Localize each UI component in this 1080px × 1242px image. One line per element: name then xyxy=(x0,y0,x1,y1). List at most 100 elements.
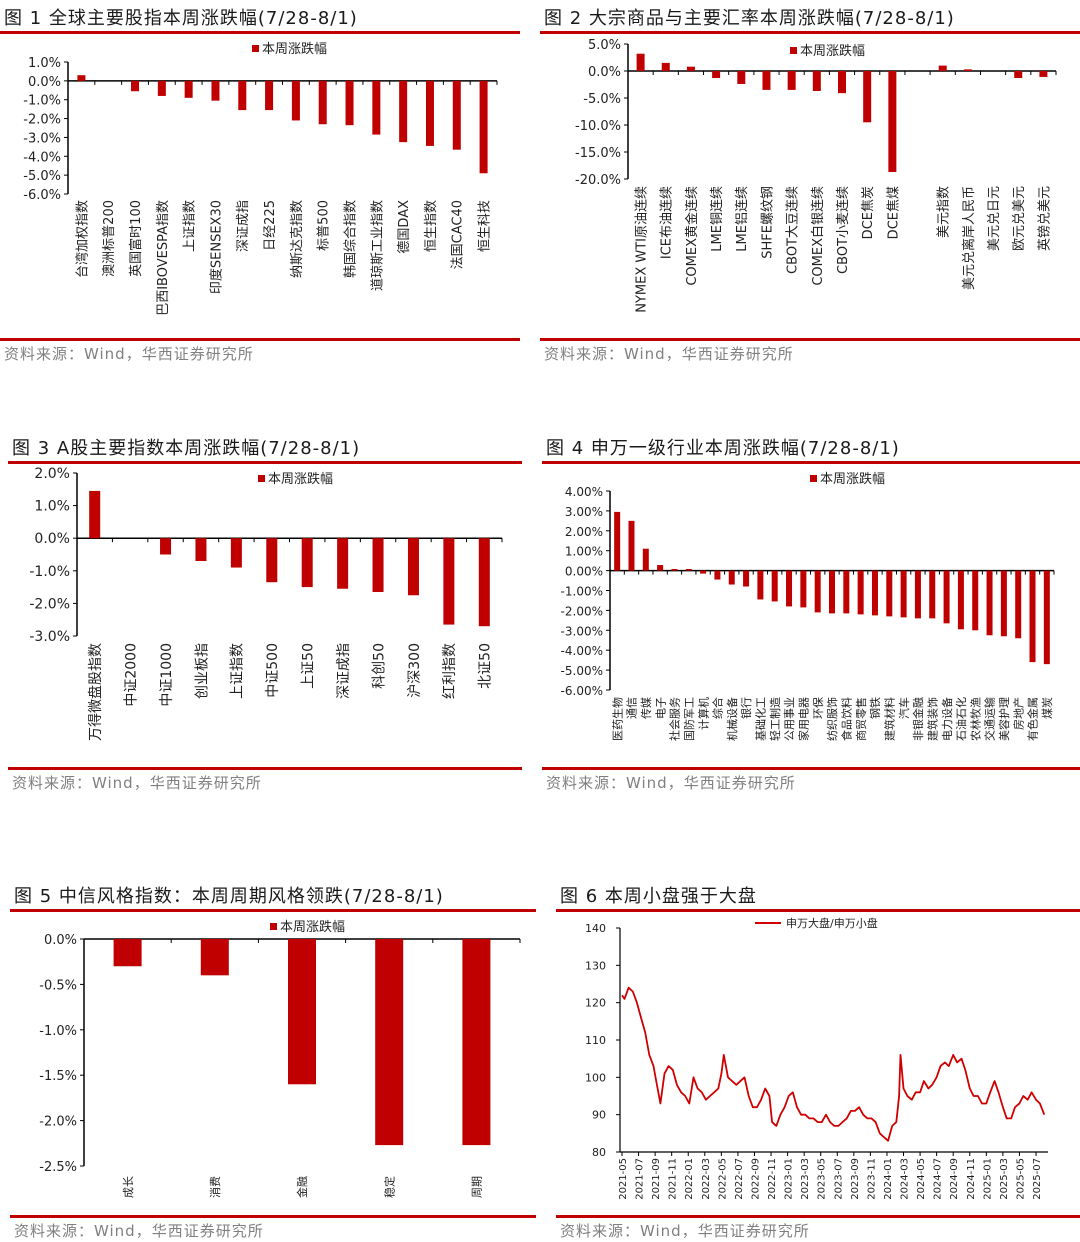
category-label: 中证500 xyxy=(265,643,281,698)
bar xyxy=(266,538,278,583)
x-tick-label: 2021-09 xyxy=(651,1158,662,1200)
y-tick-label: -1.0% xyxy=(23,94,61,109)
y-tick-label: -6.0% xyxy=(23,188,61,203)
category-label: 英镑兑美元 xyxy=(1036,186,1052,251)
category-label: 周期 xyxy=(471,1176,484,1198)
x-tick-label: 2023-07 xyxy=(833,1158,844,1200)
x-tick-label: 2023-09 xyxy=(850,1158,861,1200)
bar xyxy=(425,80,434,146)
category-label: 法国CAC40 xyxy=(451,200,466,269)
bar-chart-1: 1.0% 0.0% -1.0% -2.0% -3.0% -4.0% -5.0% -6.0% 台湾… xyxy=(23,41,498,316)
legend-label: 本周涨跌幅 xyxy=(800,43,865,59)
legend-swatch xyxy=(810,475,817,482)
bar xyxy=(714,570,721,580)
x-tick-label: 2022-01 xyxy=(684,1158,695,1200)
source-rule xyxy=(540,338,1080,341)
chart-source: 资料来源：Wind，华西证券研究所 xyxy=(14,1222,264,1240)
title-rule xyxy=(540,31,1080,34)
category-label: 社会服务 xyxy=(668,697,682,741)
y-tick-label: -5.0% xyxy=(583,92,621,107)
bar xyxy=(812,71,821,91)
bar xyxy=(372,538,384,592)
y-tick-label: -10.0% xyxy=(575,119,621,134)
bar xyxy=(375,939,404,1146)
category-label: 德国DAX xyxy=(397,200,412,254)
bar xyxy=(857,570,864,615)
bar xyxy=(888,71,897,172)
bar xyxy=(337,538,349,589)
x-tick-label: 2025-07 xyxy=(1032,1158,1043,1200)
chart-title: 图 4 申万一级行业本周涨跌幅(7/28-8/1) xyxy=(546,438,900,459)
chart-title: 图 6 本周小盘强于大盘 xyxy=(560,886,757,907)
chart-title: 图 3 A股主要指数本周涨跌幅(7/28-8/1) xyxy=(12,438,361,459)
category-label: 钢铁 xyxy=(869,697,882,719)
y-tick-label: -5.00% xyxy=(561,664,603,678)
bar xyxy=(131,80,140,92)
bar xyxy=(963,69,972,71)
category-label: 计算机 xyxy=(696,697,710,730)
bar xyxy=(1014,71,1023,79)
bar xyxy=(686,66,695,71)
x-tick-label: 2021-05 xyxy=(618,1158,629,1200)
category-label: 深证成指 xyxy=(336,643,352,699)
y-tick-label: 1.0% xyxy=(28,56,61,71)
category-label: COMEX白银连续 xyxy=(810,186,826,286)
category-label: 纺织服饰 xyxy=(825,697,839,741)
bar xyxy=(661,62,670,71)
category-label: 稳定 xyxy=(382,1176,396,1198)
category-label: 美元兑日元 xyxy=(987,186,1002,251)
category-label: LME铜连续 xyxy=(709,186,725,252)
x-tick-label: 2024-03 xyxy=(900,1158,911,1200)
bar xyxy=(737,71,746,84)
bar xyxy=(671,569,678,571)
chart-title: 图 5 中信风格指数：本周周期风格领跌(7/28-8/1) xyxy=(14,886,444,907)
bar xyxy=(372,80,381,135)
category-label: 印度SENSEX30 xyxy=(208,200,224,294)
bar xyxy=(1000,570,1007,637)
bar xyxy=(986,570,993,636)
x-tick-label: 2023-03 xyxy=(800,1158,811,1200)
category-label: 建筑装饰 xyxy=(925,697,939,741)
bar xyxy=(787,71,796,90)
source-rule xyxy=(556,1215,1080,1218)
category-label: 基础化工 xyxy=(754,697,768,741)
x-tick-label: 2023-11 xyxy=(866,1158,877,1200)
category-label: 上证指数 xyxy=(230,643,246,699)
y-tick-label: -1.0% xyxy=(39,1024,77,1039)
y-tick-label: 3.00% xyxy=(565,505,603,519)
source-rule xyxy=(8,767,522,770)
legend-swatch xyxy=(258,475,265,482)
category-label: 万得微盘股指数 xyxy=(87,643,104,741)
bar-chart-2: 5.0% 0.0% -5.0% -10.0% -15.0% -20.0% NYMEX WTI… xyxy=(575,38,1057,313)
x-tick-label: 2022-09 xyxy=(750,1158,761,1200)
y-tick-label: 80 xyxy=(592,1146,606,1159)
category-label: 上证50 xyxy=(301,643,317,689)
bar xyxy=(479,80,488,174)
category-label: 煤炭 xyxy=(1041,697,1054,719)
bar xyxy=(929,570,936,619)
series-line xyxy=(621,986,1046,1142)
chart-source: 资料来源：Wind，华西证券研究所 xyxy=(12,774,262,792)
category-label: 有色金属 xyxy=(1026,697,1040,741)
bar xyxy=(1039,71,1048,77)
x-tick-label: 2023-05 xyxy=(817,1158,828,1200)
title-rule xyxy=(10,909,536,912)
category-label: 轻工制造 xyxy=(768,697,782,741)
title-rule xyxy=(0,31,520,34)
chart-title: 图 2 大宗商品与主要汇率本周涨跌幅(7/28-8/1) xyxy=(544,8,955,29)
bar xyxy=(728,570,735,585)
x-tick-label: 2022-05 xyxy=(717,1158,728,1200)
chart-source: 资料来源：Wind，华西证券研究所 xyxy=(546,774,796,792)
legend-swatch xyxy=(270,923,277,930)
category-label: LME铝连续 xyxy=(734,186,750,252)
chart-title: 图 1 全球主要股指本周涨跌幅(7/28-8/1) xyxy=(4,8,358,29)
bar-chart-3: 2.0% 1.0% 0.0% -1.0% -2.0% -3.0% 万得微盘股指数 中证2000… xyxy=(29,466,503,741)
category-label: 环保 xyxy=(811,697,825,719)
category-label: 医药生物 xyxy=(610,697,624,741)
category-label: 深证成指 xyxy=(236,200,251,252)
bar xyxy=(814,570,821,613)
category-label: 汽车 xyxy=(897,697,911,719)
category-label: 韩国综合指数 xyxy=(343,200,358,278)
category-label: 日经225 xyxy=(263,200,278,251)
